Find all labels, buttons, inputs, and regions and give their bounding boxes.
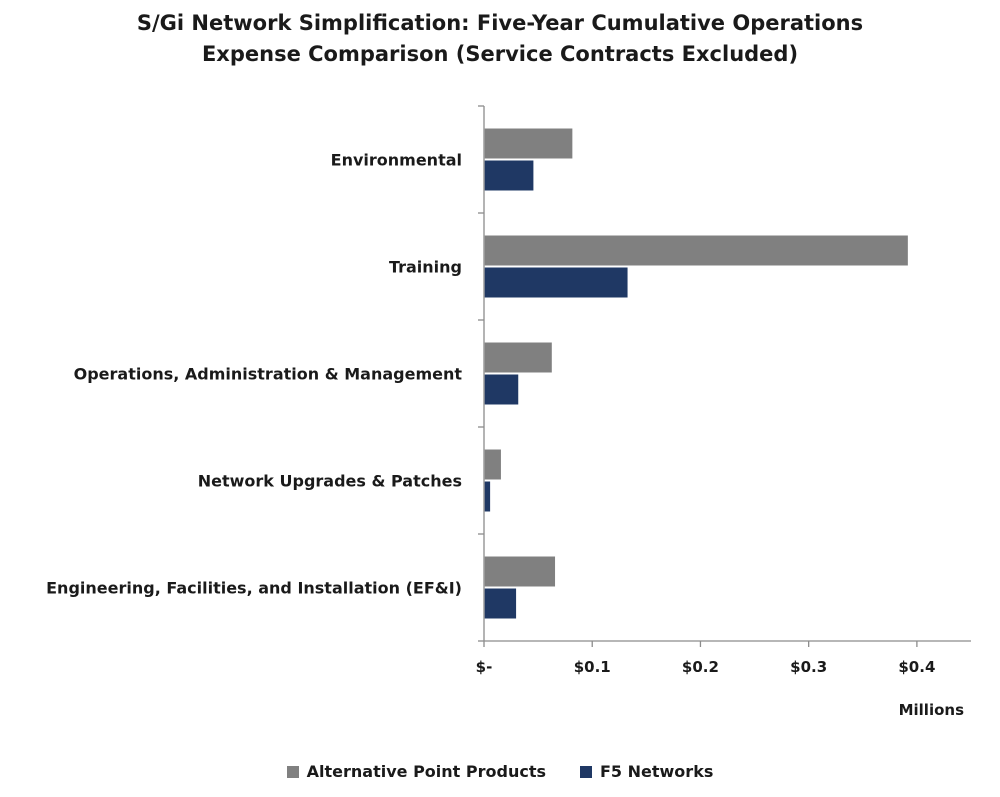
category-label-training: Training [389,258,462,277]
x-tick-label: $0.2 [682,658,719,676]
bar-alternative-point-products-environmental [484,128,573,159]
x-tick-label: $0.4 [898,658,935,676]
category-label-network-upgrades-patches: Network Upgrades & Patches [198,472,462,491]
legend-swatch-f5 [580,765,592,778]
category-label-operations-administration-management: Operations, Administration & Management [74,365,463,384]
bar-alternative-point-products-operations-administration-management [484,342,552,373]
category-label-environmental: Environmental [331,151,462,170]
legend-swatch-alternative [286,765,299,778]
bar-alternative-point-products-engineering-facilities-and-installation-ef-i [484,556,556,587]
legend-label-f5: F5 Networks [600,762,714,781]
bar-f5-networks-environmental [484,160,534,191]
bar-alternative-point-products-network-upgrades-patches [484,449,501,480]
bar-f5-networks-operations-administration-management [484,374,519,405]
x-tick-label: $0.3 [790,658,827,676]
legend-item-alternative: Alternative Point Products [286,762,546,781]
x-tick-label: $0.1 [574,658,611,676]
legend-item-f5: F5 Networks [580,762,713,781]
x-axis-unit-label: Millions [899,701,964,719]
x-tick-label: $- [476,658,493,676]
chart-legend: Alternative Point Products F5 Networks [0,762,1000,781]
category-label-engineering-facilities-and-installation-ef-i: Engineering, Facilities, and Installatio… [46,579,462,598]
chart-title: S/Gi Network Simplification: Five-Year C… [0,8,1000,70]
chart-title-line-1: S/Gi Network Simplification: Five-Year C… [136,11,864,35]
bar-alternative-point-products-training [484,235,908,266]
legend-label-alternative: Alternative Point Products [306,762,546,781]
bar-f5-networks-engineering-facilities-and-installation-ef-i [484,588,517,619]
bar-f5-networks-training [484,267,628,298]
chart-title-line-2: Expense Comparison (Service Contracts Ex… [201,42,799,66]
bar-f5-networks-network-upgrades-patches [484,481,491,512]
